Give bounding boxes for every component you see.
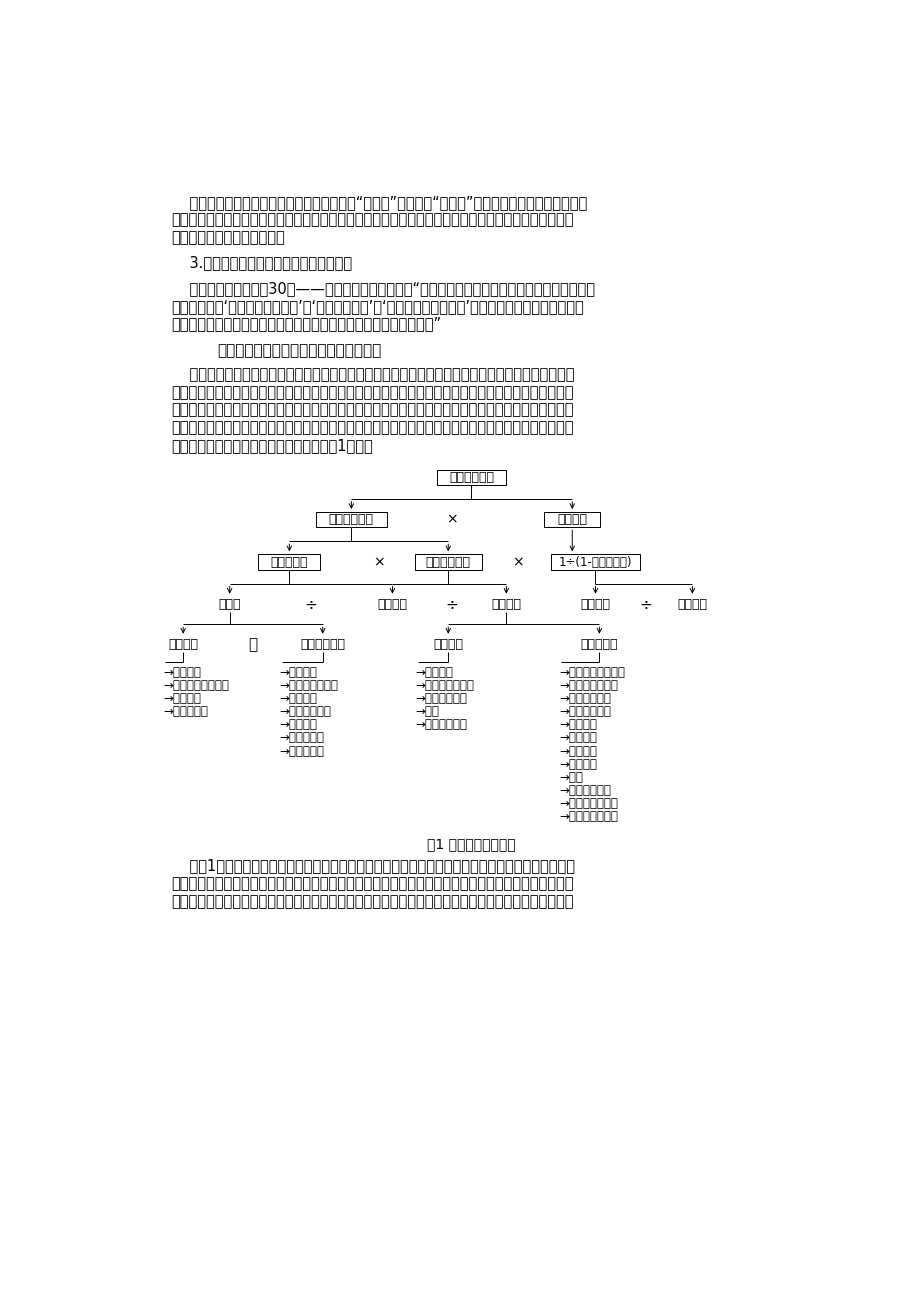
Text: →营业外支出: →营业外支出 [279, 732, 323, 745]
Text: 3.直接计入利润的利得和损失单独列示。: 3.直接计入利润的利得和损失单独列示。 [171, 255, 352, 271]
Text: 营业收入: 营业收入 [377, 598, 407, 611]
Text: 以利润表中对‘公允价值变动损益’、‘资产减值损失’、‘非流动资产处置损益’项目单独列示，在应用杜邦财: 以利润表中对‘公允价值变动损益’、‘资产减值损失’、‘非流动资产处置损益’项目单… [171, 298, 583, 314]
Text: 净利润: 净利润 [218, 598, 241, 611]
Text: 挥的功能进行分类列报，分为从事经营业务发生的营业成本、管理费用、销售费用和财务费用等，并将营: 挥的功能进行分类列报，分为从事经营业务发生的营业成本、管理费用、销售费用和财务费… [171, 212, 573, 228]
Text: 权益乘数: 权益乘数 [557, 513, 586, 526]
Text: →营业税金及附加: →营业税金及附加 [279, 680, 338, 693]
Text: ×: × [446, 513, 458, 527]
Text: →其他流动资产: →其他流动资产 [415, 719, 467, 732]
Text: 资产结构等指标有着密切的联系，这些因素共同构成一个相互依存的系统，只有把这个系统内各个因素的: 资产结构等指标有着密切的联系，这些因素共同构成一个相互依存的系统，只有把这个系统… [171, 876, 573, 891]
Text: 流动资产: 流动资产 [433, 638, 463, 651]
Text: →所得税费用: →所得税费用 [279, 745, 323, 758]
Text: →营业成本: →营业成本 [279, 667, 317, 678]
Text: 二、新会计准则下杜邦财务分析体系介绍: 二、新会计准则下杜邦财务分析体系介绍 [217, 344, 381, 358]
Text: →资产减值损失: →资产减值损失 [279, 706, 331, 719]
Text: －: － [248, 637, 257, 652]
FancyBboxPatch shape [414, 555, 481, 570]
Text: ÷: ÷ [304, 596, 317, 612]
Text: →长期待摊费用: →长期待摊费用 [559, 784, 610, 797]
Text: →递延所得税资产: →递延所得税资产 [559, 797, 618, 810]
Text: 《新企业会计准则第30号——财务报表列报》规定：“对直接计入利润的利得和损失要单独列示，所: 《新企业会计准则第30号——财务报表列报》规定：“对直接计入利润的利得和损失要单… [171, 281, 595, 296]
Text: →应收及预付款: →应收及预付款 [415, 693, 467, 706]
Text: 1÷(1-资产负债率): 1÷(1-资产负债率) [558, 556, 631, 569]
Text: →持有至到期投资: →持有至到期投资 [559, 680, 618, 693]
Text: →期间费用: →期间费用 [279, 693, 317, 706]
FancyBboxPatch shape [437, 470, 505, 486]
Text: →存货: →存货 [415, 706, 439, 719]
Text: →投资收益: →投资收益 [163, 693, 200, 706]
Text: →营业外收入: →营业外收入 [163, 706, 208, 719]
Text: 它能够较好地全面评价企业的经营状况及所有者权益回报水平，及时帮助管理者发现企业财务和经营管理: 它能够较好地全面评价企业的经营状况及所有者权益回报水平，及时帮助管理者发现企业财… [171, 402, 573, 418]
Text: 业成本与其他费用分开披露。: 业成本与其他费用分开披露。 [171, 230, 284, 245]
Text: 新会计准则规定，对于费用的列报不再采用“成果法”，应采用“功能法”列报，即按照费用在企业所发: 新会计准则规定，对于费用的列报不再采用“成果法”，应采用“功能法”列报，即按照费… [171, 195, 586, 210]
Text: →开发支出: →开发支出 [559, 758, 596, 771]
FancyBboxPatch shape [550, 555, 640, 570]
Text: →无形资产: →无形资产 [559, 745, 596, 758]
FancyBboxPatch shape [258, 555, 320, 570]
Text: ÷: ÷ [639, 596, 652, 612]
Text: →商誉: →商誉 [559, 771, 583, 784]
Text: →固定资产: →固定资产 [559, 719, 596, 732]
Text: 净资产收益率: 净资产收益率 [448, 471, 494, 484]
Text: →长期股权投资: →长期股权投资 [559, 693, 610, 706]
Text: 资产总额: 资产总额 [491, 598, 521, 611]
Text: 负债总额: 负债总额 [580, 598, 610, 611]
Text: 成本费用总额: 成本费用总额 [300, 638, 345, 651]
Text: 指标间的关系绘制成杜邦分析体系图，如图1所示：: 指标间的关系绘制成杜邦分析体系图，如图1所示： [171, 437, 372, 453]
Text: 中存在的问题，为改善企业经营管理提供有价值的信息。利用杜邦财务分析法进行综合分析可把各项财务: 中存在的问题，为改善企业经营管理提供有价值的信息。利用杜邦财务分析法进行综合分析… [171, 421, 573, 435]
Text: 资产总额: 资产总额 [676, 598, 707, 611]
FancyBboxPatch shape [315, 512, 387, 527]
Text: 杜邦财务分析体系以净资产收益率为主线，将企业某一时期的经营成果、资产周转情况、资产负债情: 杜邦财务分析体系以净资产收益率为主线，将企业某一时期的经营成果、资产周转情况、资… [171, 367, 573, 383]
Text: →可供出售金融资产: →可供出售金融资产 [559, 667, 624, 678]
Text: →投资损失: →投资损失 [279, 719, 317, 732]
Text: ×: × [512, 555, 523, 569]
Text: 收入总额: 收入总额 [168, 638, 198, 651]
Text: ÷: ÷ [446, 596, 458, 612]
Text: 图1 杜邦财务分析体系: 图1 杜邦财务分析体系 [426, 837, 516, 852]
Text: 总资产净利率: 总资产净利率 [328, 513, 373, 526]
Text: →营业收入: →营业收入 [163, 667, 200, 678]
FancyBboxPatch shape [544, 512, 599, 527]
Text: 从图1得知：净资产收益率与企业的盈利能力、资产周转能力、成本费用结构以及流动资产和非流动: 从图1得知：净资产收益率与企业的盈利能力、资产周转能力、成本费用结构以及流动资产… [171, 858, 574, 874]
Text: ×: × [372, 555, 384, 569]
Text: 非流动资产: 非流动资产 [580, 638, 618, 651]
Text: 务分析法对企业财务报表分析时一定要考虑它们对相关比率的影响。”: 务分析法对企业财务报表分析时一定要考虑它们对相关比率的影响。” [171, 316, 440, 332]
Text: 况、成本费用结构以及资产营运状况全面联系在一起，层层分解，逐步深入，构成一个完整的分析体系，: 况、成本费用结构以及资产营运状况全面联系在一起，层层分解，逐步深入，构成一个完整… [171, 385, 573, 400]
Text: →公允价值变动收益: →公允价值变动收益 [163, 680, 229, 693]
Text: 关系安排好、协调好，才能使净资产收益率达到最大，从而实现股东权益最大化。执行新会计准则后，杜: 关系安排好、协调好，才能使净资产收益率达到最大，从而实现股东权益最大化。执行新会… [171, 894, 573, 909]
Text: 总资产周转率: 总资产周转率 [425, 556, 471, 569]
Text: →投资性房地产: →投资性房地产 [559, 706, 610, 719]
Text: →其他非流动资产: →其他非流动资产 [559, 810, 618, 823]
Text: →在建工程: →在建工程 [559, 732, 596, 745]
Text: 营业净利率: 营业净利率 [270, 556, 308, 569]
Text: →交易性金融资产: →交易性金融资产 [415, 680, 474, 693]
Text: →货币资金: →货币资金 [415, 667, 453, 678]
